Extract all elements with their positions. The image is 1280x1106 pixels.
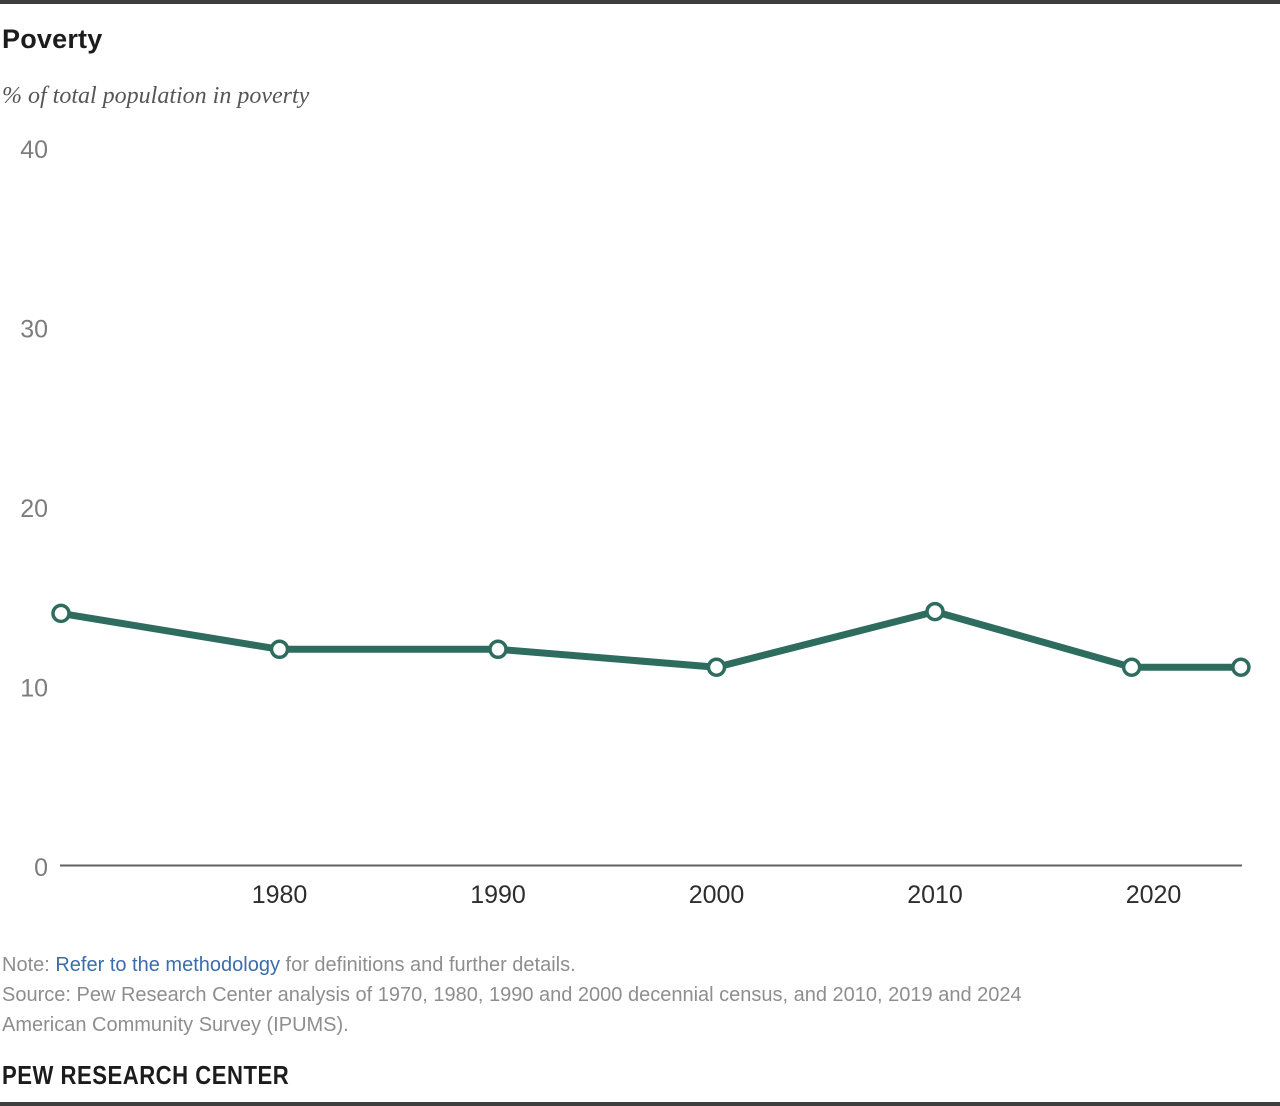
pew-research-center-wordmark: PEW RESEARCH CENTER (2, 1060, 290, 1090)
methodology-link[interactable]: Refer to the methodology (55, 954, 280, 976)
x-axis-tick-label: 2000 (689, 881, 745, 909)
top-border (0, 0, 1280, 4)
data-point-marker (1121, 657, 1142, 678)
chart-subtitle: % of total population in poverty (2, 83, 310, 109)
y-axis-tick-label: 10 (20, 675, 48, 703)
data-point-marker (1231, 657, 1251, 678)
source-line: Source: Pew Research Center analysis of … (2, 984, 1022, 1006)
y-axis-tick-label: 20 (20, 495, 48, 523)
poverty-line-chart: 0 10 20 30 40 1980 1990 2000 2010 2020 (20, 136, 1251, 909)
x-axis-tick-label: 2010 (907, 881, 963, 909)
data-point-marker (925, 601, 945, 622)
notes-block: Note: Refer to the methodology for defin… (2, 950, 1022, 1040)
note-text-suffix: for definitions and further details. (279, 954, 576, 976)
y-axis-tick-label: 30 (20, 316, 48, 344)
x-axis-tick-label: 1990 (470, 881, 526, 909)
y-axis-tick-label: 40 (20, 136, 48, 164)
data-line (60, 608, 1241, 671)
bottom-border (0, 1102, 1280, 1106)
x-axis-tick-label: 2020 (1126, 881, 1182, 909)
y-axis-tick-label: 0 (34, 854, 48, 882)
source-line: American Community Survey (IPUMS). (2, 1014, 349, 1036)
data-point-marker (51, 603, 71, 624)
x-axis-tick-label: 1980 (252, 881, 308, 909)
data-point-marker (269, 639, 290, 660)
data-point-marker (706, 657, 727, 678)
data-point-marker (488, 639, 508, 660)
note-text: Note: (2, 954, 56, 976)
chart-title: Poverty (2, 24, 103, 54)
